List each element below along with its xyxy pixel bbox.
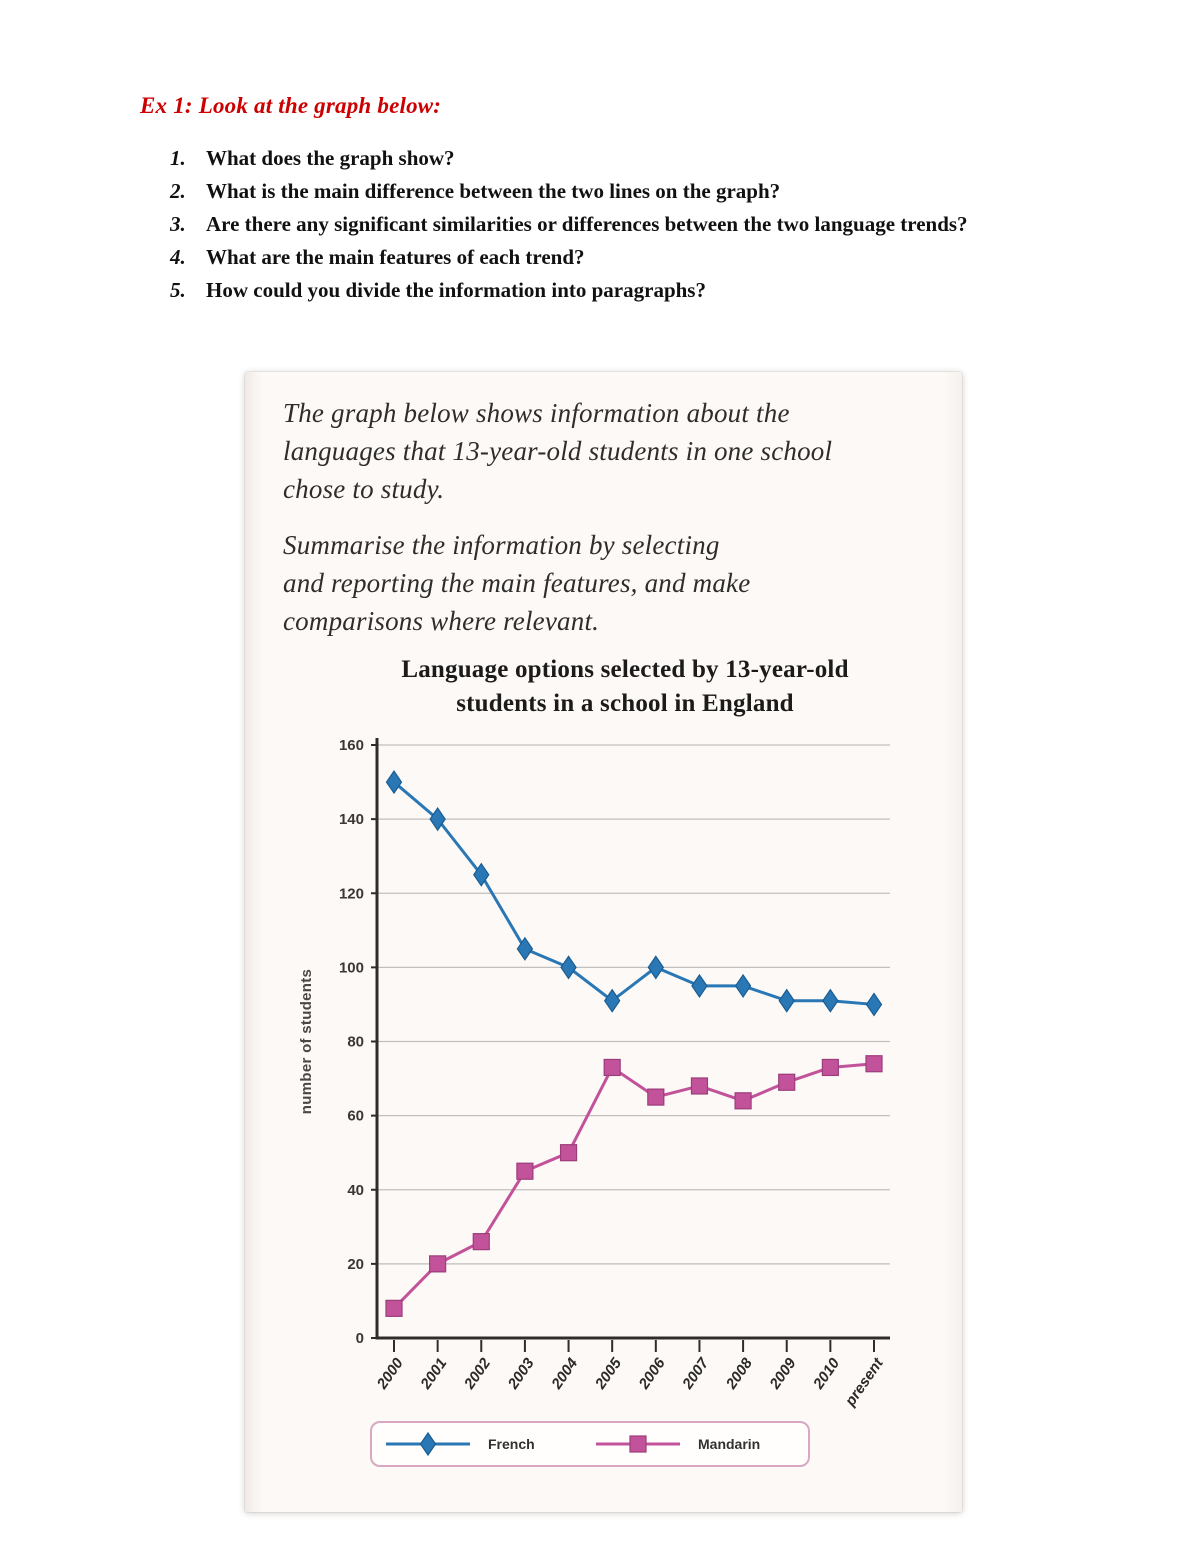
svg-text:French: French — [488, 1436, 535, 1452]
svg-text:present: present — [841, 1354, 887, 1410]
question-item: 4. What are the main features of each tr… — [170, 241, 1060, 274]
svg-text:20: 20 — [347, 1256, 364, 1273]
question-item: 5. How could you divide the information … — [170, 274, 1060, 307]
svg-text:number of students: number of students — [298, 969, 315, 1114]
svg-text:Mandarin: Mandarin — [698, 1436, 760, 1452]
svg-text:2002: 2002 — [460, 1355, 494, 1393]
question-list: 1. What does the graph show? 2. What is … — [170, 142, 1060, 307]
svg-text:160: 160 — [339, 737, 364, 754]
svg-text:140: 140 — [339, 811, 364, 828]
svg-text:40: 40 — [347, 1182, 364, 1199]
question-text: What does the graph show? — [206, 146, 455, 170]
line-chart-svg: 0 20 40 60 80 100 120 140 160 2000 2001 2002 2003 200… — [298, 737, 890, 1410]
question-item: 3. Are there any significant similaritie… — [170, 208, 1060, 241]
svg-text:2008: 2008 — [722, 1355, 756, 1393]
question-text: What are the main features of each trend… — [206, 245, 585, 269]
question-number: 2. — [170, 179, 186, 203]
question-number: 3. — [170, 212, 186, 236]
svg-text:2000: 2000 — [373, 1355, 407, 1393]
question-item: 1. What does the graph show? — [170, 142, 1060, 175]
exam-card: The graph below shows information about … — [245, 372, 962, 1512]
task-prompt-paragraph-1: The graph below shows information about … — [283, 398, 833, 504]
svg-text:2005: 2005 — [591, 1355, 625, 1393]
question-number: 1. — [170, 146, 186, 170]
svg-text:2007: 2007 — [679, 1355, 713, 1393]
question-text: Are there any significant similarities o… — [206, 212, 968, 236]
svg-text:2009: 2009 — [766, 1355, 800, 1393]
svg-text:120: 120 — [339, 885, 364, 902]
question-text: How could you divide the information int… — [206, 278, 706, 302]
task-prompt: The graph below shows information about … — [283, 394, 832, 640]
legend-svg: French Mandarin — [386, 1431, 760, 1457]
question-item: 2. What is the main difference between t… — [170, 175, 1060, 208]
line-chart: 0 20 40 60 80 100 120 140 160 2000 2001 2002 2003 200… — [295, 730, 915, 1430]
question-number: 5. — [170, 278, 186, 302]
svg-text:2006: 2006 — [635, 1355, 669, 1393]
svg-text:60: 60 — [347, 1108, 364, 1125]
svg-text:2010: 2010 — [810, 1355, 844, 1393]
legend: French Mandarin — [370, 1421, 810, 1467]
svg-text:2004: 2004 — [548, 1355, 582, 1393]
question-number: 4. — [170, 245, 186, 269]
svg-text:0: 0 — [356, 1330, 364, 1347]
chart-title: Language options selected by 13-year-old… — [401, 656, 849, 717]
svg-text:80: 80 — [347, 1034, 364, 1051]
svg-text:2001: 2001 — [417, 1355, 451, 1393]
svg-text:100: 100 — [339, 959, 364, 976]
svg-text:2003: 2003 — [504, 1355, 538, 1393]
exercise-heading: Ex 1: Look at the graph below: — [140, 93, 442, 118]
question-text: What is the main difference between the … — [206, 179, 781, 203]
task-prompt-paragraph-2: Summarise the information by selecting a… — [283, 530, 751, 636]
